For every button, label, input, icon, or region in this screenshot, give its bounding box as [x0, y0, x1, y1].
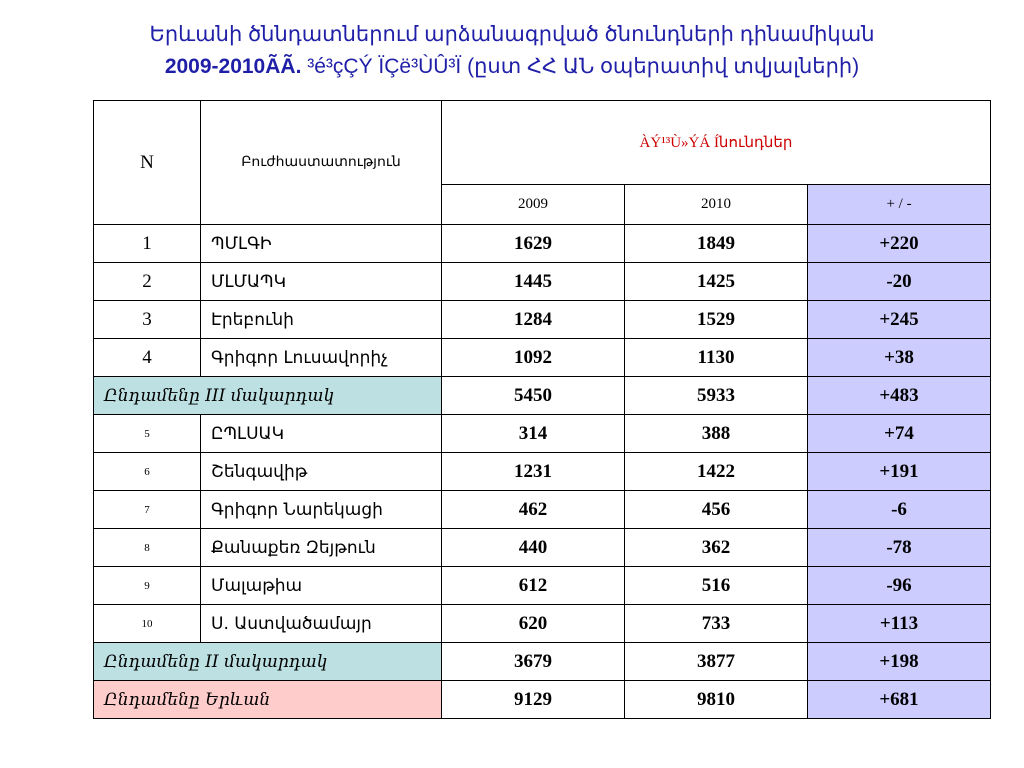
row-value-2009: 1231 [441, 452, 625, 491]
subtotal-level-2-2010: 3877 [624, 642, 808, 681]
row-value-2009: 314 [441, 414, 625, 453]
total-yerevan-label: Ընդամենը Երևան [93, 680, 442, 719]
table-row: 5 ԸՊԼՍԱԿ 314 388 +74 [93, 414, 991, 453]
header-diff: + / - [807, 184, 991, 225]
row-diff: +245 [807, 300, 991, 339]
row-diff: -96 [807, 566, 991, 605]
subtotal-level-3-label: Ընդամենը III մակարդակ [93, 376, 442, 415]
header-institution: Բուժհաստատություն [200, 100, 442, 225]
table-row: 4 Գրիգոր Լուսավորիչ 1092 1130 +38 [93, 338, 991, 377]
row-value-2010: 733 [624, 604, 808, 643]
row-diff: -78 [807, 528, 991, 567]
row-institution: ՄԼՄԱՊԿ [200, 262, 442, 301]
table-row: 1 ՊՄԼԳԻ 1629 1849 +220 [93, 224, 991, 263]
row-number: 3 [93, 300, 201, 339]
subtotal-level-3-2010: 5933 [624, 376, 808, 415]
row-institution: Քանաքեռ Զեյթուն [200, 528, 442, 567]
row-diff: -20 [807, 262, 991, 301]
subtotal-level-3-2009: 5450 [441, 376, 625, 415]
row-value-2009: 612 [441, 566, 625, 605]
row-diff: -6 [807, 490, 991, 529]
subtitle-text: ³é³çÇÝ ÏÇë³ÙÛ³Ï (ըստ ՀՀ ԱՆ օպերատիվ տվյա… [301, 55, 860, 78]
subtotal-level-3-row: Ընդամենը III մակարդակ 5450 5933 +483 [93, 376, 991, 415]
row-institution: Էրեբունի [200, 300, 442, 339]
row-value-2009: 440 [441, 528, 625, 567]
row-value-2010: 362 [624, 528, 808, 567]
row-value-2009: 620 [441, 604, 625, 643]
row-institution: ՊՄԼԳԻ [200, 224, 442, 263]
row-value-2010: 1425 [624, 262, 808, 301]
row-value-2009: 1284 [441, 300, 625, 339]
row-value-2010: 1529 [624, 300, 808, 339]
subtitle-years: 2009-2010ÃÃ. [164, 55, 302, 78]
subtotal-level-3-diff: +483 [807, 376, 991, 415]
header-births-group: ÀÝ¹³Ù»ÝÁ Íնունդներ [441, 100, 991, 185]
row-number: 10 [93, 604, 201, 643]
row-institution: Մալաթիա [200, 566, 442, 605]
total-yerevan-row: Ընդամենը Երևան 9129 9810 +681 [93, 680, 991, 719]
total-yerevan-2010: 9810 [624, 680, 808, 719]
row-diff: +220 [807, 224, 991, 263]
row-number: 6 [93, 452, 201, 491]
row-number: 7 [93, 490, 201, 529]
row-number: 5 [93, 414, 201, 453]
row-institution: ԸՊԼՍԱԿ [200, 414, 442, 453]
row-value-2010: 1422 [624, 452, 808, 491]
row-institution: Ս. Աստվածամայր [200, 604, 442, 643]
row-number: 8 [93, 528, 201, 567]
row-institution: Շենգավիթ [200, 452, 442, 491]
page-subtitle: 2009-2010ÃÃ. ³é³çÇÝ ÏÇë³ÙÛ³Ï (ըստ ՀՀ ԱՆ … [40, 52, 984, 82]
row-diff: +38 [807, 338, 991, 377]
table-row: 2 ՄԼՄԱՊԿ 1445 1425 -20 [93, 262, 991, 301]
row-diff: +113 [807, 604, 991, 643]
row-number: 4 [93, 338, 201, 377]
row-institution: Գրիգոր Նարեկացի [200, 490, 442, 529]
total-yerevan-2009: 9129 [441, 680, 625, 719]
subtotal-level-2-row: Ընդամենը II մակարդակ 3679 3877 +198 [93, 642, 991, 681]
table-row: 6 Շենգավիթ 1231 1422 +191 [93, 452, 991, 491]
row-institution: Գրիգոր Լուսավորիչ [200, 338, 442, 377]
row-value-2010: 1130 [624, 338, 808, 377]
row-number: 1 [93, 224, 201, 263]
total-yerevan-diff: +681 [807, 680, 991, 719]
births-table: N Բուժհաստատություն ÀÝ¹³Ù»ÝÁ Íնունդներ 2… [93, 100, 991, 719]
row-value-2009: 1629 [441, 224, 625, 263]
table-row: 8 Քանաքեռ Զեյթուն 440 362 -78 [93, 528, 991, 567]
subtotal-level-2-2009: 3679 [441, 642, 625, 681]
header-year-2010: 2010 [624, 184, 808, 225]
subtotal-level-2-diff: +198 [807, 642, 991, 681]
header-year-2009: 2009 [441, 184, 625, 225]
row-diff: +74 [807, 414, 991, 453]
table-row: 3 Էրեբունի 1284 1529 +245 [93, 300, 991, 339]
row-diff: +191 [807, 452, 991, 491]
table-row: 9 Մալաթիա 612 516 -96 [93, 566, 991, 605]
page-title: Երևանի ծննդատներում արձանագրված ծնունդնե… [149, 23, 875, 46]
row-value-2009: 1445 [441, 262, 625, 301]
table-row: 10 Ս. Աստվածամայր 620 733 +113 [93, 604, 991, 643]
subtotal-level-2-label: Ընդամենը II մակարդակ [93, 642, 442, 681]
row-value-2009: 462 [441, 490, 625, 529]
row-value-2010: 456 [624, 490, 808, 529]
row-value-2010: 516 [624, 566, 808, 605]
row-number: 9 [93, 566, 201, 605]
row-number: 2 [93, 262, 201, 301]
row-value-2010: 388 [624, 414, 808, 453]
table-row: 7 Գրիգոր Նարեկացի 462 456 -6 [93, 490, 991, 529]
row-value-2010: 1849 [624, 224, 808, 263]
row-value-2009: 1092 [441, 338, 625, 377]
header-n: N [93, 100, 201, 225]
